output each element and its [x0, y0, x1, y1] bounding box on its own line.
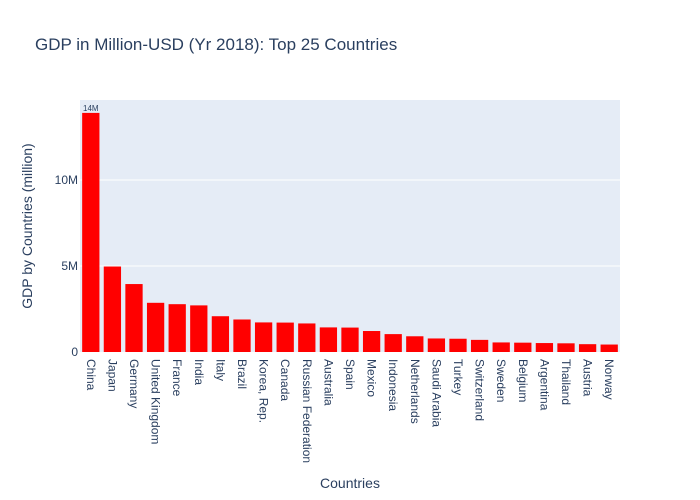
bar-italy — [211, 316, 230, 352]
bar-argentina — [535, 343, 554, 352]
x-tick-label: Brazil — [235, 359, 249, 389]
x-tick-label: Argentina — [537, 359, 551, 411]
bar-norway — [600, 344, 618, 352]
x-tick-label: Russian Federation — [300, 359, 314, 463]
bar-korea-rep — [254, 322, 273, 352]
x-tick-label: Netherlands — [408, 359, 422, 424]
x-axis-title: Countries — [320, 475, 380, 491]
bar-japan — [103, 266, 122, 352]
x-tick-label: United Kingdom — [149, 359, 163, 444]
x-tick-label: Canada — [278, 359, 292, 401]
bars — [82, 112, 618, 352]
gridlines — [80, 179, 620, 267]
x-tick-label: Korea, Rep. — [257, 359, 271, 423]
bar-value-label: 14M — [83, 104, 99, 113]
bar-france — [168, 304, 186, 352]
bar-united-kingdom — [146, 302, 165, 352]
x-tick-label: Belgium — [516, 359, 530, 402]
x-tick-label: Austria — [581, 359, 595, 397]
x-tick-label: France — [170, 359, 184, 397]
x-tick-label: Germany — [127, 359, 141, 408]
bar-turkey — [449, 338, 467, 352]
y-tick-label: 5M — [61, 259, 78, 273]
bar-mexico — [362, 331, 381, 352]
x-tick-label: China — [84, 359, 98, 391]
data-labels: 14M — [83, 104, 99, 113]
bar-germany — [125, 284, 143, 352]
x-tick-label: Italy — [213, 359, 227, 381]
x-tick-label: Indonesia — [386, 359, 400, 411]
x-axis-ticks: China Japan Germany United Kingdom France Ind… — [84, 359, 616, 463]
bar-canada — [276, 322, 294, 352]
bar-indonesia — [384, 334, 402, 352]
x-tick-label: Switzerland — [473, 359, 487, 421]
bar-netherlands — [406, 336, 424, 352]
y-tick-label: 0 — [71, 345, 78, 359]
x-tick-label: Thailand — [559, 359, 573, 405]
bar-thailand — [557, 343, 575, 352]
x-tick-label: Japan — [105, 359, 119, 392]
bar-belgium — [514, 342, 532, 352]
x-tick-label: Turkey — [451, 359, 465, 395]
x-tick-label: India — [192, 359, 206, 385]
y-axis-title: GDP by Countries (million) — [19, 143, 35, 308]
bar-australia — [319, 327, 338, 352]
chart-title: GDP in Million-USD (Yr 2018): Top 25 Cou… — [35, 35, 397, 54]
y-axis-ticks: 0 5M 10M — [55, 173, 79, 359]
x-tick-label: Australia — [321, 359, 335, 406]
y-tick-label: 10M — [55, 173, 78, 187]
x-tick-label: Spain — [343, 359, 357, 390]
bar-sweden — [492, 342, 510, 352]
bar-saudi-arabia — [427, 338, 446, 352]
bar-spain — [341, 327, 359, 352]
bar-russian-federation — [298, 323, 316, 352]
x-tick-label: Mexico — [365, 359, 379, 397]
x-tick-label: Norway — [602, 359, 616, 400]
bar-switzerland — [470, 339, 489, 352]
x-tick-label: Saudi Arabia — [429, 359, 443, 427]
bar-brazil — [233, 319, 251, 352]
bar-india — [190, 305, 208, 352]
bar-china — [82, 112, 100, 352]
bar-austria — [578, 344, 597, 352]
x-tick-label: Sweden — [494, 359, 508, 402]
